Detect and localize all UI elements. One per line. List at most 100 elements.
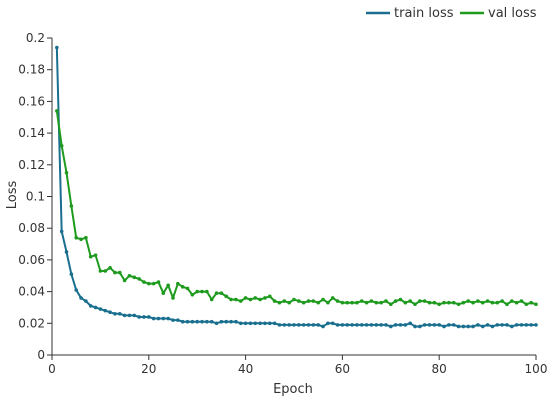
val-loss-point [297, 299, 301, 303]
val-loss-point [234, 297, 238, 302]
train-loss-point [117, 311, 122, 316]
val-loss-point [185, 286, 190, 291]
train-loss-point [476, 323, 480, 327]
series [55, 45, 538, 329]
val-loss-point [103, 269, 108, 273]
train-loss-point [529, 323, 533, 327]
train-loss-point [142, 315, 146, 319]
val-loss-point [437, 302, 442, 307]
train-loss-point [253, 321, 258, 326]
val-loss-point [272, 299, 277, 303]
train-loss-point [480, 324, 485, 329]
train-loss-point [422, 323, 427, 327]
train-loss-point [258, 321, 262, 326]
y-tick-label: 0.08 [18, 221, 45, 235]
y-tick-label: 0.18 [18, 63, 45, 77]
legend: train loss val loss [366, 6, 537, 21]
train-loss-point [369, 323, 374, 327]
val-loss-point [229, 297, 233, 302]
train-loss-point [461, 324, 466, 329]
val-loss-point [132, 275, 137, 280]
val-loss-point [403, 300, 408, 305]
y-axis-label: Loss [5, 181, 20, 210]
train-loss-point [277, 323, 282, 327]
val-loss-point [93, 253, 98, 257]
y-tick-label: 0.04 [18, 285, 45, 299]
train-loss-point [151, 316, 156, 321]
train-loss-point [519, 323, 524, 327]
train-loss-point [113, 311, 117, 316]
train-loss-point [500, 323, 504, 327]
x-tick-label: 20 [141, 362, 156, 376]
val-loss-point [151, 281, 156, 286]
train-loss-point [398, 323, 403, 327]
val-loss-line [55, 110, 537, 306]
train-loss-point [311, 323, 316, 327]
train-loss-point [171, 318, 175, 322]
val-loss-point [451, 300, 456, 305]
val-loss-point [389, 302, 393, 307]
train-loss-point [359, 323, 364, 327]
y-tick-label: 0.14 [18, 126, 45, 140]
y-tick-label: 0.16 [18, 94, 45, 108]
val-loss-point [471, 300, 475, 305]
train-loss-point [243, 321, 248, 326]
train-loss-point [495, 323, 500, 327]
train-loss-point [214, 321, 219, 326]
val-loss-point [161, 291, 166, 295]
val-loss-point [180, 285, 185, 289]
axes [51, 38, 536, 356]
train-loss-point [471, 324, 475, 329]
val-loss-point [384, 299, 388, 303]
val-loss-point [510, 299, 514, 303]
train-loss-point [229, 319, 233, 324]
val-loss-point [59, 143, 64, 148]
train-loss-point [316, 323, 321, 327]
train-loss-point [234, 319, 238, 324]
train-loss-point [456, 324, 461, 329]
val-loss-point [214, 291, 219, 295]
val-loss-point [238, 299, 243, 303]
train-loss-point [437, 323, 442, 327]
train-loss-point [389, 324, 393, 329]
val-loss-point [413, 302, 417, 307]
train-loss-point [195, 319, 199, 324]
train-loss-point [268, 321, 272, 326]
train-loss-point [321, 324, 325, 329]
train-loss-point [335, 323, 340, 327]
x-tick-label: 60 [335, 362, 350, 376]
y-tick-label: 0 [37, 348, 45, 362]
val-loss-point [369, 299, 374, 303]
train-loss-point [205, 319, 209, 324]
train-loss-point [442, 324, 446, 329]
val-loss-point [350, 300, 354, 305]
val-loss-point [514, 300, 519, 305]
val-loss-point [268, 294, 272, 299]
train-loss-point [379, 323, 383, 327]
val-loss-point [427, 300, 432, 305]
x-tick-label: 40 [238, 362, 253, 376]
y-ticks: 0 0.02 0.04 0.06 0.08 0.1 0.12 0.14 0.16 0.18 0.2 [18, 31, 52, 362]
train-loss-point [418, 324, 422, 329]
val-loss-point [166, 283, 170, 288]
x-tick-label: 80 [432, 362, 447, 376]
val-loss-point [195, 289, 199, 294]
train-loss-point [514, 323, 519, 327]
val-loss-point [364, 300, 369, 305]
train-loss-point [374, 323, 379, 327]
train-loss-point [292, 323, 296, 327]
train-loss-point [393, 323, 398, 327]
train-loss-point [510, 324, 514, 329]
val-loss-point [456, 302, 461, 307]
val-loss-point [398, 297, 403, 302]
val-loss-point [442, 300, 446, 305]
train-loss-point [330, 321, 335, 326]
train-loss-point [306, 323, 311, 327]
val-loss-point [524, 302, 529, 307]
train-loss-point [364, 323, 369, 327]
train-loss-point [384, 323, 388, 327]
val-loss-point [142, 280, 146, 284]
x-ticks: 0 20 40 60 80 100 [48, 355, 547, 376]
val-loss-point [408, 299, 412, 303]
